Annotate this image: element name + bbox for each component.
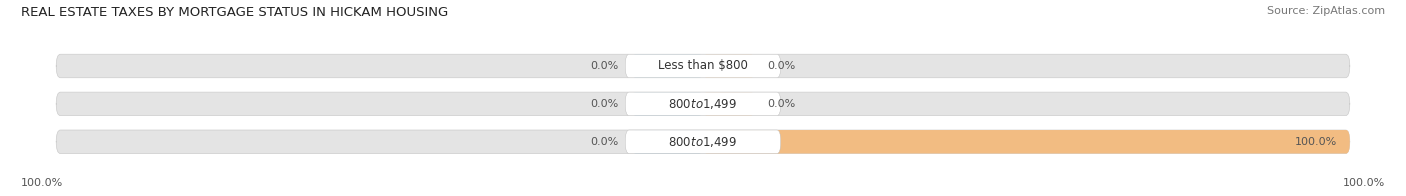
FancyBboxPatch shape [703, 130, 1350, 153]
FancyBboxPatch shape [703, 54, 755, 78]
Text: 0.0%: 0.0% [591, 99, 619, 109]
Text: $800 to $1,499: $800 to $1,499 [668, 135, 738, 149]
FancyBboxPatch shape [626, 92, 780, 116]
Text: 0.0%: 0.0% [768, 99, 796, 109]
Text: 0.0%: 0.0% [591, 61, 619, 71]
Text: $800 to $1,499: $800 to $1,499 [668, 97, 738, 111]
Text: 0.0%: 0.0% [768, 61, 796, 71]
Text: 0.0%: 0.0% [591, 137, 619, 147]
Text: 100.0%: 100.0% [21, 178, 63, 188]
Text: REAL ESTATE TAXES BY MORTGAGE STATUS IN HICKAM HOUSING: REAL ESTATE TAXES BY MORTGAGE STATUS IN … [21, 6, 449, 19]
FancyBboxPatch shape [56, 130, 1350, 153]
FancyBboxPatch shape [631, 54, 703, 78]
FancyBboxPatch shape [626, 130, 780, 153]
FancyBboxPatch shape [56, 92, 1350, 116]
FancyBboxPatch shape [703, 92, 755, 116]
Text: Source: ZipAtlas.com: Source: ZipAtlas.com [1267, 6, 1385, 16]
FancyBboxPatch shape [56, 54, 1350, 78]
FancyBboxPatch shape [631, 92, 703, 116]
Text: 100.0%: 100.0% [1295, 137, 1337, 147]
Text: Less than $800: Less than $800 [658, 60, 748, 73]
Legend: Without Mortgage, With Mortgage: Without Mortgage, With Mortgage [579, 195, 827, 196]
FancyBboxPatch shape [626, 54, 780, 78]
Text: 100.0%: 100.0% [1343, 178, 1385, 188]
FancyBboxPatch shape [631, 130, 703, 153]
